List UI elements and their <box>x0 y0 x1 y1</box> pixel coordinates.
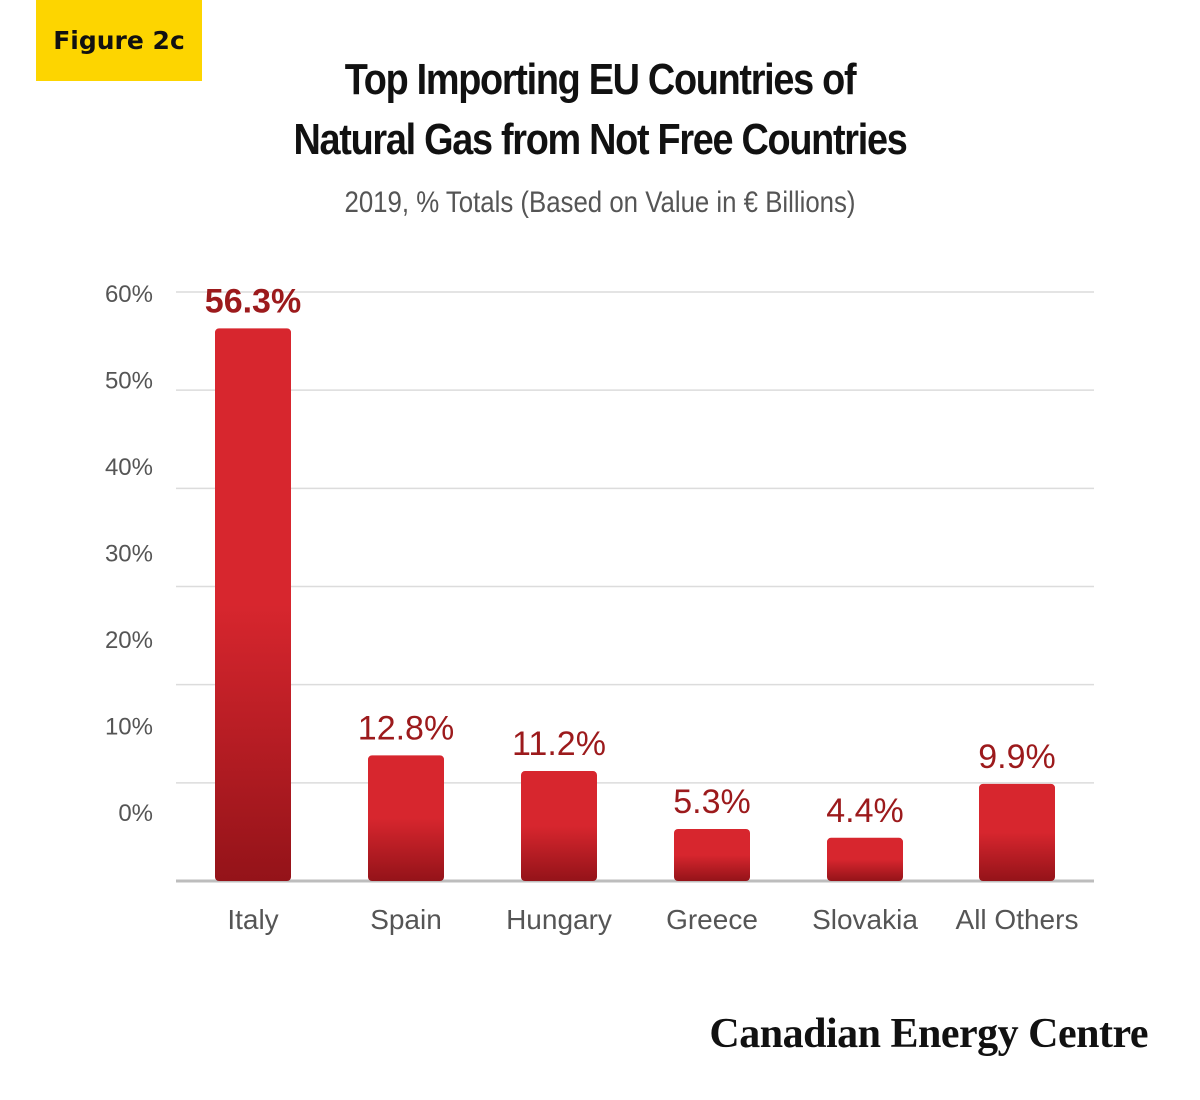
chart-title-line-1: Top Importing EU Countries of <box>344 55 857 104</box>
bar-greece <box>674 828 750 881</box>
bar-italy <box>215 328 291 881</box>
brand-logo-text: Canadian Energy Centre <box>709 1011 1148 1057</box>
y-tick-label: 60% <box>105 281 153 308</box>
bar-slovakia <box>827 837 903 881</box>
chart-title-line-2: Natural Gas from Not Free Countries <box>293 115 908 164</box>
value-label: 9.9% <box>978 738 1056 776</box>
value-label: 11.2% <box>512 725 606 763</box>
value-labels: 56.3% 12.8% 11.2% 5.3% 4.4% 9.9% <box>205 282 1056 829</box>
figure-badge: Figure 2c <box>36 0 202 81</box>
bar-all-others <box>979 783 1055 881</box>
x-tick-label: Spain <box>370 904 442 935</box>
x-axis-tick-labels: Italy Spain Hungary Greece Slovakia All Other… <box>227 904 1078 935</box>
gridlines <box>176 291 1094 883</box>
bars <box>215 328 1055 881</box>
y-tick-label: 40% <box>105 454 153 481</box>
y-tick-label: 30% <box>105 541 153 568</box>
bar-spain <box>368 755 444 881</box>
x-tick-label: Greece <box>666 904 758 935</box>
y-tick-label: 50% <box>105 368 153 395</box>
x-tick-label: Italy <box>227 904 278 935</box>
y-tick-label: 0% <box>118 800 153 827</box>
x-tick-label: All Others <box>956 904 1079 935</box>
bar-hungary <box>521 771 597 881</box>
chart-subtitle: 2019, % Totals (Based on Value in € Bill… <box>344 186 856 219</box>
figure-label: Figure 2c <box>53 26 185 55</box>
value-label: 56.3% <box>205 282 301 320</box>
y-tick-label: 10% <box>105 714 153 741</box>
x-tick-label: Slovakia <box>812 904 918 935</box>
x-tick-label: Hungary <box>506 904 612 935</box>
value-label: 4.4% <box>826 792 904 830</box>
value-label: 5.3% <box>673 783 751 821</box>
value-label: 12.8% <box>358 709 454 747</box>
y-tick-label: 20% <box>105 627 153 654</box>
y-axis-tick-labels: 60% 50% 40% 30% 20% 10% 0% <box>105 281 153 827</box>
